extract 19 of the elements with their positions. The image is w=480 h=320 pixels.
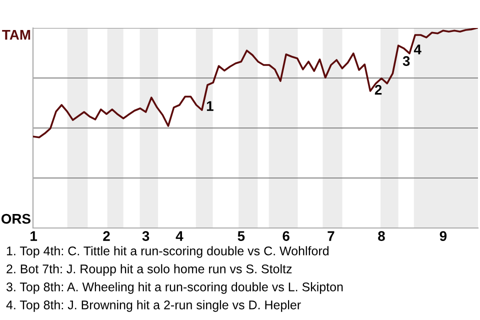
annotation: 4 — [414, 44, 422, 54]
x-tick-label: 8 — [378, 231, 385, 241]
x-tick-label: 9 — [440, 231, 447, 241]
x-tick-label: 4 — [176, 231, 184, 241]
x-tick-label: 3 — [142, 231, 150, 241]
annotation: 3 — [402, 56, 410, 66]
annotation: 2 — [374, 84, 382, 95]
text: 2. Bot 7th: J. Roupp hit a solo home run vs S. Stoltz — [6, 264, 292, 276]
x-tick-label: 7 — [328, 231, 334, 241]
x-tick-label: 5 — [238, 231, 245, 241]
x-tick-label: 6 — [282, 231, 290, 241]
x-tick-label: 2 — [103, 231, 110, 241]
x-tick-label: 1 — [30, 231, 38, 241]
text: ORS — [1, 214, 30, 224]
text: TAM — [2, 30, 30, 40]
text: 3. Top 8th: A. Wheeling hit a run-scoring double vs L. Skipton — [6, 282, 343, 294]
text: 4. Top 8th: J. Browning hit a 2-run single vs D. Hepler — [6, 300, 301, 312]
text: 1. Top 4th: C. Tittle hit a run-scoring double vs C. Wohlford — [6, 246, 329, 258]
annotation: 1 — [206, 101, 214, 111]
